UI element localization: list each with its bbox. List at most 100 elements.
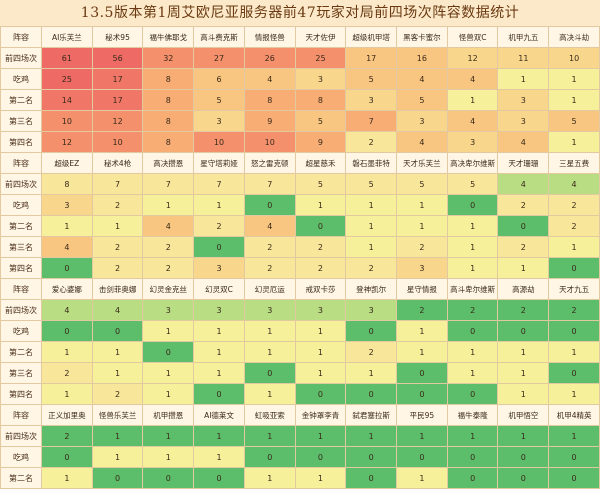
value-cell: 1: [497, 362, 550, 384]
row-label: 吃鸡: [0, 320, 42, 342]
value-cell: 3: [446, 131, 499, 153]
value-cell: 8: [142, 68, 195, 90]
comp-name: 幻灵厄运: [243, 278, 296, 300]
value-cell: 0: [548, 446, 600, 468]
value-cell: 0: [41, 320, 93, 342]
row-label: 前四场次: [0, 425, 42, 447]
value-cell: 61: [41, 47, 93, 69]
comp-name: 怪兽双C: [446, 26, 499, 48]
row-label: 第四名: [0, 383, 42, 405]
value-cell: 1: [142, 320, 195, 342]
value-cell: 5: [548, 110, 600, 132]
value-cell: 3: [193, 299, 245, 321]
value-cell: 1: [41, 467, 93, 489]
value-cell: 0: [396, 383, 448, 405]
value-cell: 7: [142, 173, 195, 195]
value-cell: 0: [193, 467, 245, 489]
value-cell: 0: [345, 467, 398, 489]
value-cell: 17: [91, 68, 144, 90]
value-cell: 1: [497, 68, 550, 90]
value-cell: 1: [446, 236, 499, 258]
row-label: 吃鸡: [0, 68, 42, 90]
value-cell: 10: [548, 47, 600, 69]
comp-name: 黑客卡蜜尔: [396, 26, 448, 48]
comp-name: 幻灵双C: [193, 278, 245, 300]
value-cell: 2: [91, 194, 144, 216]
comp-name: 登神凯尔: [345, 278, 398, 300]
row-label: 第三名: [0, 110, 42, 132]
value-cell: 1: [497, 257, 550, 279]
page-title: 13.5版本第1周艾欧尼亚服务器前47玩家对局前四场次阵容数据统计: [80, 5, 520, 21]
value-cell: 1: [41, 215, 93, 237]
row-label: 前四场次: [0, 299, 42, 321]
value-cell: 2: [142, 236, 195, 258]
value-cell: 1: [497, 425, 550, 447]
table-row: 第四名 12 10 8 10 10 9 2 4 3 4 1: [0, 131, 600, 153]
value-cell: 2: [91, 383, 144, 405]
value-cell: 1: [243, 341, 296, 363]
value-cell: 5: [396, 89, 448, 111]
comp-name: 高决斗劫: [548, 26, 600, 48]
value-cell: 1: [396, 425, 448, 447]
row-label: 第四名: [0, 257, 42, 279]
comp-name: 击剑菲奥娜: [91, 278, 144, 300]
value-cell: 7: [91, 173, 144, 195]
value-cell: 0: [193, 236, 245, 258]
value-cell: 2: [91, 236, 144, 258]
value-cell: 12: [91, 110, 144, 132]
comp-name: 星守情报: [396, 278, 448, 300]
value-cell: 1: [243, 467, 296, 489]
value-cell: 5: [193, 89, 245, 111]
value-cell: 0: [91, 320, 144, 342]
value-cell: 2: [243, 257, 296, 279]
comp-name: 高决攒恩: [142, 152, 195, 174]
header-label: 阵容: [0, 26, 42, 48]
header-label: 阵容: [0, 152, 42, 174]
value-cell: 0: [243, 194, 296, 216]
header-row: 阵容 超级EZ 秘术4枪 高决攒恩 星守塔莉娅 怒之雷克顿 超星慈禾 磐石墨菲特 天才乐芙兰 高决…: [0, 152, 600, 174]
value-cell: 2: [548, 299, 600, 321]
value-cell: 1: [142, 362, 195, 384]
value-cell: 3: [193, 110, 245, 132]
value-cell: 2: [294, 257, 347, 279]
value-cell: 1: [294, 341, 347, 363]
value-cell: 0: [548, 362, 600, 384]
value-cell: 1: [446, 425, 499, 447]
row-label: 第四名: [0, 131, 42, 153]
comp-name: 三星五费: [548, 152, 600, 174]
value-cell: 0: [396, 446, 448, 468]
value-cell: 1: [548, 425, 600, 447]
value-cell: 0: [243, 446, 296, 468]
value-cell: 0: [497, 215, 550, 237]
value-cell: 1: [193, 320, 245, 342]
row-label: 第三名: [0, 236, 42, 258]
value-cell: 2: [243, 236, 296, 258]
value-cell: 5: [294, 173, 347, 195]
value-cell: 25: [41, 68, 93, 90]
value-cell: 1: [396, 341, 448, 363]
value-cell: 1: [548, 383, 600, 405]
value-cell: 3: [396, 110, 448, 132]
value-cell: 2: [345, 341, 398, 363]
value-cell: 2: [396, 236, 448, 258]
value-cell: 0: [497, 446, 550, 468]
comp-name: 怪兽乐芙兰: [91, 404, 144, 426]
comp-name: 戒双卡莎: [294, 278, 347, 300]
comp-name: 超星慈禾: [294, 152, 347, 174]
table-row: 前四场次 2 1 1 1 1 1 1 1 1 1 1: [0, 425, 600, 447]
table-row: 吃鸡 0 0 1 1 1 1 0 1 0 0 0: [0, 320, 600, 342]
value-cell: 32: [142, 47, 195, 69]
row-label: 第二名: [0, 341, 42, 363]
value-cell: 4: [142, 215, 195, 237]
value-cell: 4: [91, 299, 144, 321]
value-cell: 1: [294, 362, 347, 384]
value-cell: 26: [243, 47, 296, 69]
value-cell: 1: [91, 362, 144, 384]
value-cell: 1: [396, 467, 448, 489]
table-row: 第三名 2 1 1 1 0 1 1 0 1 1 0: [0, 362, 600, 384]
value-cell: 2: [548, 215, 600, 237]
value-cell: 27: [193, 47, 245, 69]
table-row: 第二名 1 0 0 0 1 1 0 1 0 0 0: [0, 467, 600, 489]
value-cell: 1: [91, 215, 144, 237]
value-cell: 1: [446, 215, 499, 237]
